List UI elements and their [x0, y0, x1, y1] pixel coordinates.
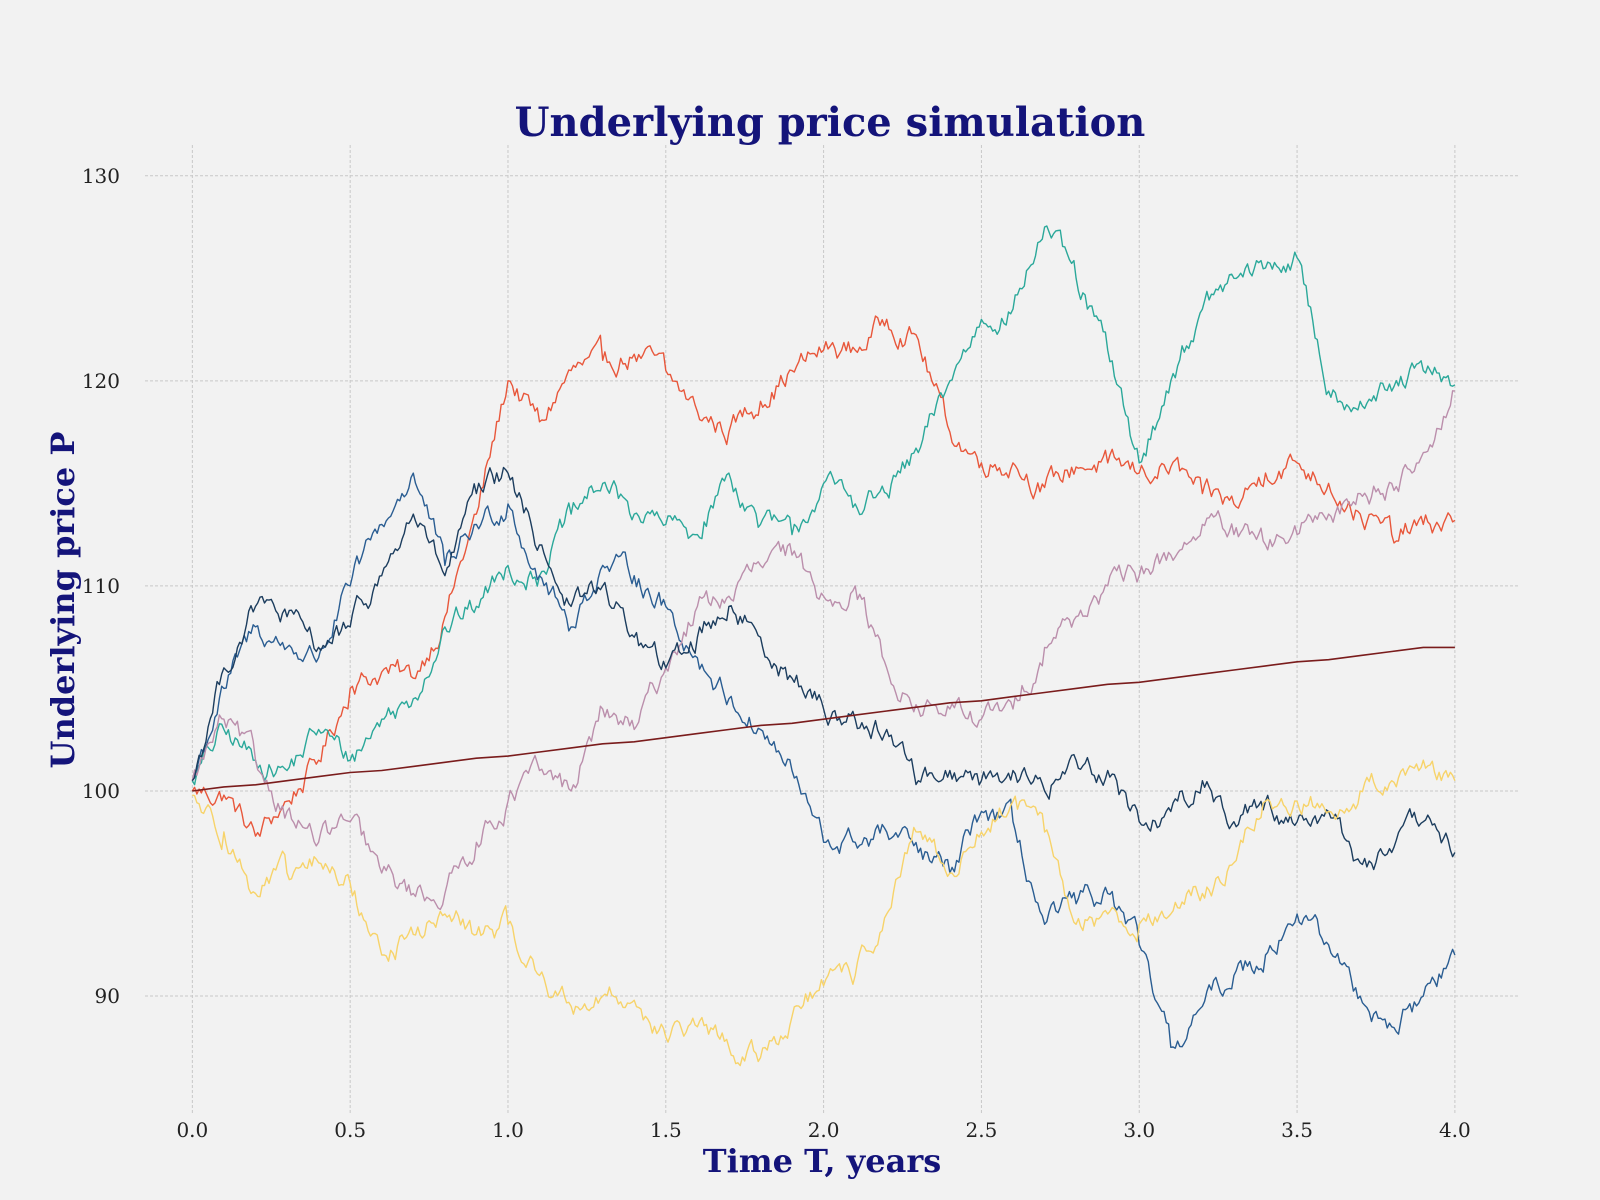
- y-tick-label: 130: [82, 164, 120, 188]
- y-tick-label: 100: [82, 779, 120, 803]
- x-tick-label: 0.0: [176, 1118, 208, 1142]
- x-tick-label: 2.0: [808, 1118, 840, 1142]
- y-tick-label: 120: [82, 369, 120, 393]
- series-line: [191, 315, 1456, 837]
- y-axis-label: Underlying price P: [44, 432, 82, 769]
- x-tick-label: 4.0: [1439, 1118, 1471, 1142]
- x-tick-label: 0.5: [334, 1118, 366, 1142]
- chart-title: Underlying price simulation: [515, 99, 1146, 146]
- x-tick-label: 3.0: [1123, 1118, 1155, 1142]
- x-tick-label: 3.5: [1281, 1118, 1313, 1142]
- x-tick-labels: 0.0 0.5 1.0 1.5 2.0 2.5 3.0 3.5 4.0: [176, 1118, 1470, 1142]
- series-line: [192, 759, 1456, 1067]
- x-tick-label: 1.0: [492, 1118, 524, 1142]
- series-line: [191, 225, 1456, 786]
- grid-lines: [145, 145, 1518, 1115]
- x-axis-label: Time T, years: [703, 1142, 941, 1180]
- series-line: [191, 390, 1455, 911]
- series-lines: [191, 225, 1456, 1067]
- y-tick-labels: 90 100 110 120 130: [82, 164, 120, 1008]
- y-tick-label: 110: [82, 574, 120, 598]
- y-tick-label: 90: [95, 984, 120, 1008]
- series-line: [191, 472, 1456, 1049]
- trend-line: [192, 646, 1455, 792]
- x-tick-label: 1.5: [650, 1118, 682, 1142]
- series-line: [191, 466, 1456, 871]
- x-tick-label: 2.5: [966, 1118, 998, 1142]
